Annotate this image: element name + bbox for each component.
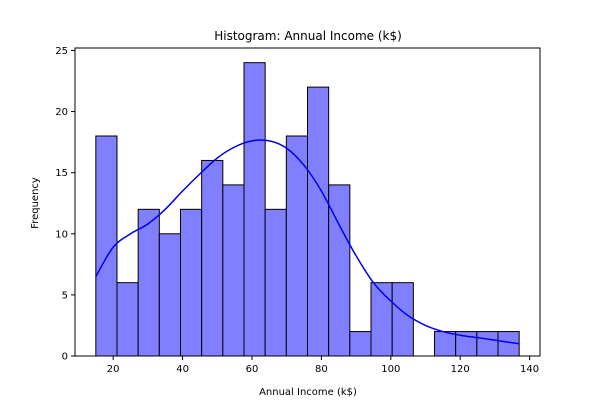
y-tick-label: 0	[62, 352, 68, 363]
histogram-bar	[243, 62, 266, 357]
histogram-bar	[137, 208, 160, 357]
y-tick-label: 20	[55, 107, 68, 118]
kde-line	[95, 139, 520, 345]
x-tick-label: 60	[246, 364, 259, 375]
y-axis: 0 5 10 15 20 25	[55, 46, 75, 363]
x-tick-label: 20	[107, 364, 120, 375]
histogram-bar	[307, 86, 330, 357]
histogram-bar	[158, 233, 181, 357]
chart-title: Histogram: Annual Income (k$)	[214, 29, 402, 43]
histogram-bar	[370, 282, 393, 357]
histogram-bar	[201, 159, 224, 357]
y-axis-label: Frequency	[30, 177, 41, 229]
histogram-bar	[391, 282, 414, 357]
histogram-bars	[95, 62, 520, 357]
x-tick-label: 40	[176, 364, 189, 375]
histogram-bar	[264, 208, 287, 357]
x-axis: 20 40 60 80 100 120 140	[107, 356, 539, 375]
kde-line-group	[95, 139, 520, 345]
x-tick-label: 100	[381, 364, 400, 375]
histogram-bar	[285, 135, 308, 357]
x-tick-label: 120	[451, 364, 470, 375]
y-tick-label: 15	[55, 168, 68, 179]
y-tick-label: 10	[55, 229, 68, 240]
x-tick-label: 80	[315, 364, 328, 375]
histogram-bar	[116, 282, 139, 357]
plot-frame	[74, 47, 541, 357]
histogram-bar	[434, 331, 457, 357]
x-axis-label: Annual Income (k$)	[259, 387, 357, 398]
y-tick-label: 5	[62, 290, 68, 301]
histogram-bar	[476, 331, 499, 357]
x-tick-label: 140	[520, 364, 539, 375]
histogram-bar	[222, 184, 245, 357]
histogram-bar	[349, 331, 372, 357]
y-tick-label: 25	[55, 46, 68, 57]
histogram-bar	[179, 208, 203, 357]
